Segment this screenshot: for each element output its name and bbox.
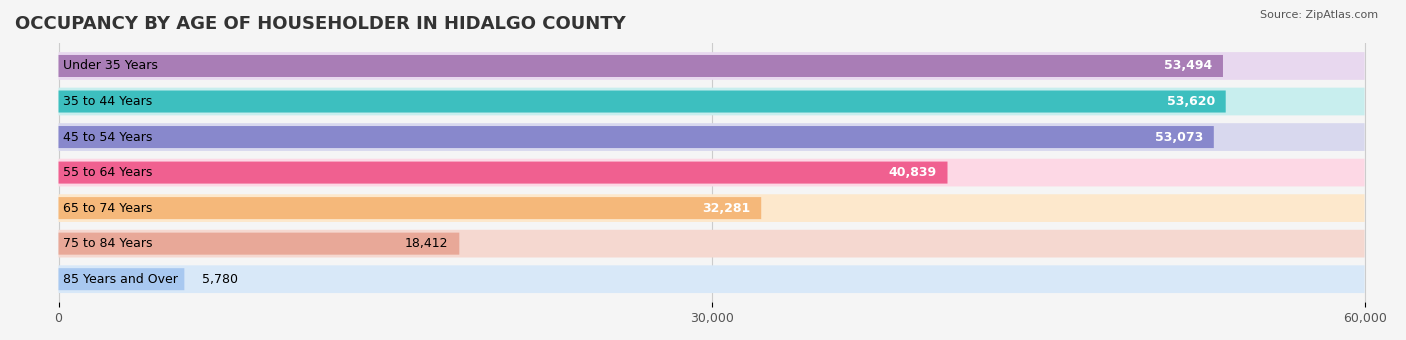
Text: 65 to 74 Years: 65 to 74 Years <box>63 202 152 215</box>
FancyBboxPatch shape <box>59 126 1213 148</box>
FancyBboxPatch shape <box>59 194 1365 222</box>
Text: OCCUPANCY BY AGE OF HOUSEHOLDER IN HIDALGO COUNTY: OCCUPANCY BY AGE OF HOUSEHOLDER IN HIDAL… <box>15 15 626 33</box>
FancyBboxPatch shape <box>59 88 1365 115</box>
FancyBboxPatch shape <box>59 265 1365 293</box>
FancyBboxPatch shape <box>59 233 460 255</box>
Text: 45 to 54 Years: 45 to 54 Years <box>63 131 152 143</box>
Text: 85 Years and Over: 85 Years and Over <box>63 273 177 286</box>
FancyBboxPatch shape <box>59 197 761 219</box>
Text: 53,073: 53,073 <box>1154 131 1204 143</box>
FancyBboxPatch shape <box>59 123 1365 151</box>
FancyBboxPatch shape <box>59 162 948 184</box>
Text: 55 to 64 Years: 55 to 64 Years <box>63 166 152 179</box>
Text: 18,412: 18,412 <box>405 237 449 250</box>
Text: 53,620: 53,620 <box>1167 95 1215 108</box>
Text: 40,839: 40,839 <box>889 166 936 179</box>
FancyBboxPatch shape <box>59 90 1226 113</box>
Text: 32,281: 32,281 <box>702 202 751 215</box>
Text: Source: ZipAtlas.com: Source: ZipAtlas.com <box>1260 10 1378 20</box>
FancyBboxPatch shape <box>59 230 1365 257</box>
Text: 35 to 44 Years: 35 to 44 Years <box>63 95 152 108</box>
Text: Under 35 Years: Under 35 Years <box>63 59 157 72</box>
FancyBboxPatch shape <box>59 55 1223 77</box>
FancyBboxPatch shape <box>59 52 1365 80</box>
Text: 5,780: 5,780 <box>202 273 238 286</box>
FancyBboxPatch shape <box>59 268 184 290</box>
Text: 53,494: 53,494 <box>1164 59 1212 72</box>
Text: 75 to 84 Years: 75 to 84 Years <box>63 237 152 250</box>
FancyBboxPatch shape <box>59 159 1365 186</box>
